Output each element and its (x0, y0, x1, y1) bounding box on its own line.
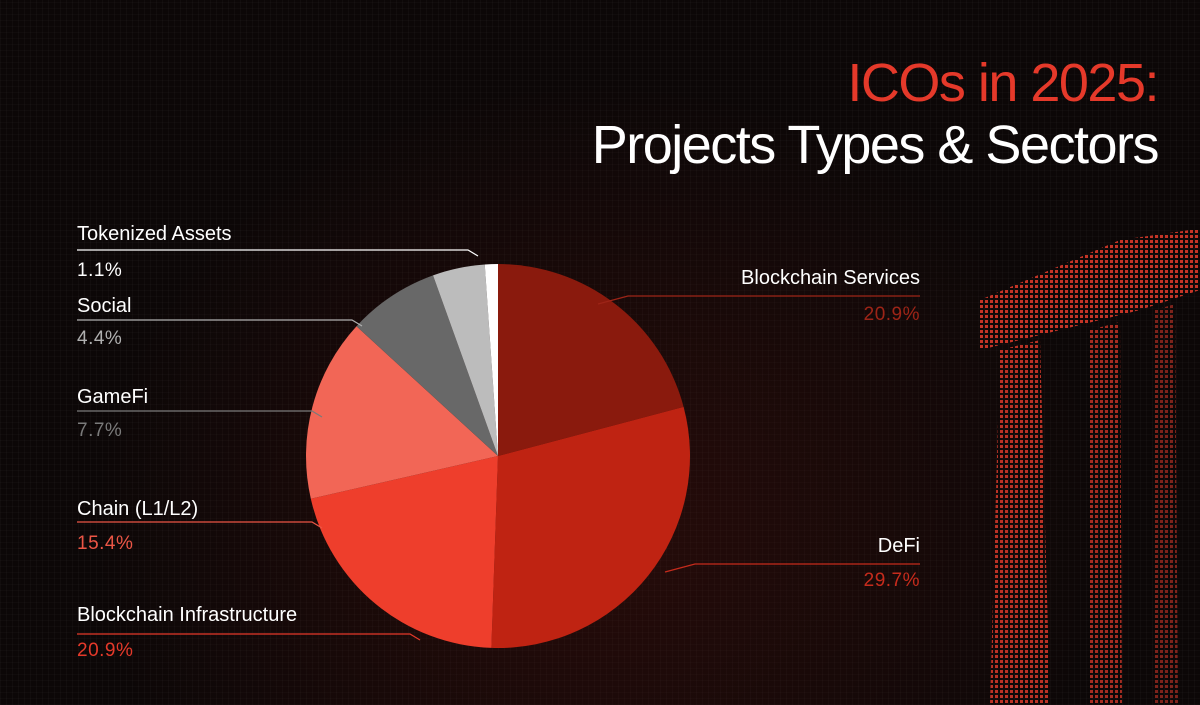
pie-slice-tokenized-assets (484, 264, 498, 456)
slice-label-chain-l1-l2: Chain (L1/L2) (77, 498, 198, 520)
slice-value-blockchain-services: 20.9% (864, 304, 920, 325)
leader-line-tokenized-assets (77, 249, 479, 257)
slice-value-chain-l1-l2: 15.4% (77, 533, 133, 554)
leader-line-blockchain-services (597, 295, 920, 305)
chart-title: ICOs in 2025: Projects Types & Sectors (591, 52, 1160, 176)
column-right-shaft (1090, 322, 1122, 705)
slice-label-blockchain-infrastructure: Blockchain Infrastructure (77, 604, 297, 626)
leader-line-chain-l1-l2 (77, 521, 323, 529)
column-illustration (980, 230, 1200, 705)
slice-label-gamefi: GameFi (77, 386, 148, 408)
slice-value-tokenized-assets: 1.1% (77, 260, 122, 281)
slice-label-blockchain-services: Blockchain Services (741, 267, 920, 289)
title-line-2: Projects Types & Sectors (591, 115, 1160, 175)
slice-label-tokenized-assets: Tokenized Assets (77, 223, 232, 245)
leader-line-social (77, 319, 363, 327)
slice-value-defi: 29.7% (864, 570, 920, 591)
leader-line-defi (664, 563, 920, 573)
pie-slice-chain-l1-l2 (305, 326, 498, 499)
slice-label-defi: DeFi (878, 535, 920, 557)
column-entablature (980, 230, 1200, 350)
pie-slice-gamefi (356, 275, 498, 456)
pie-slice-defi (491, 406, 691, 649)
title-line-1: ICOs in 2025: (847, 53, 1159, 113)
slice-value-blockchain-infrastructure: 20.9% (77, 640, 133, 661)
leader-line-gamefi (77, 410, 323, 418)
leader-line-blockchain-infrastructure (77, 633, 421, 641)
slice-value-social: 4.4% (77, 328, 122, 349)
slice-label-social: Social (77, 295, 131, 317)
pie-slice-blockchain-services (498, 264, 684, 456)
pie-slice-blockchain-infrastructure (310, 456, 498, 648)
pie-slice-social (433, 264, 498, 456)
slice-value-gamefi: 7.7% (77, 420, 122, 441)
column-left-shaft (990, 340, 1050, 705)
column-far-shaft (1155, 304, 1178, 705)
